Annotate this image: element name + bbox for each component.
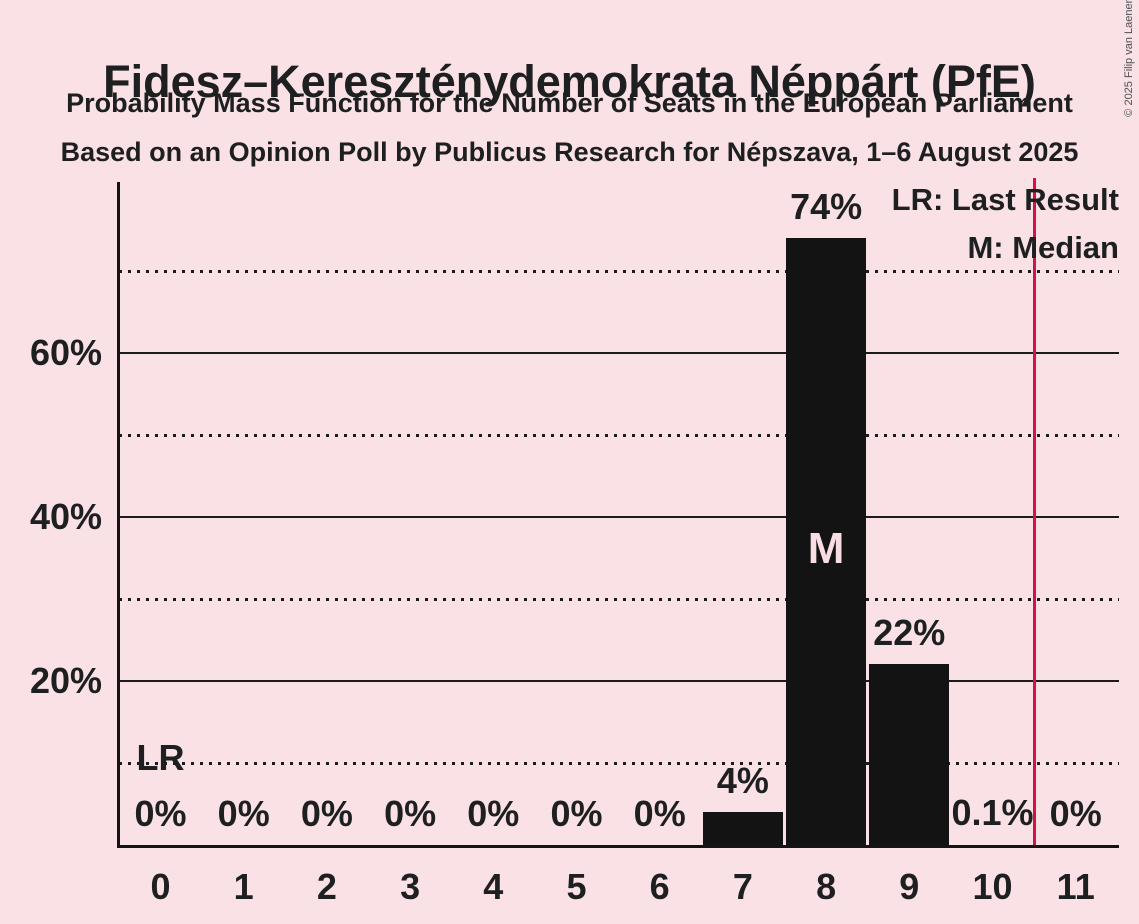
bar-value-label-4: 0% xyxy=(467,793,520,834)
x-tick-label-0: 0 xyxy=(150,866,171,907)
gridline-solid-40 xyxy=(119,515,1119,518)
bar-value-label-8: 74% xyxy=(790,185,863,227)
x-tick-label-4: 4 xyxy=(483,866,504,907)
gridline-dotted-70 xyxy=(119,269,1119,273)
x-tick-label-3: 3 xyxy=(400,866,421,907)
last-result-label: LR xyxy=(136,737,185,778)
x-tick-label-2: 2 xyxy=(316,866,337,907)
legend: LR: Last Result M: Median xyxy=(892,176,1119,272)
last-result-line xyxy=(1032,178,1036,846)
copyright-notice: © 2025 Filip van Laenen xyxy=(1123,0,1135,117)
plot-area xyxy=(119,182,1119,845)
bar-value-label-5: 0% xyxy=(550,793,603,834)
x-tick-label-7: 7 xyxy=(732,866,753,907)
gridline-dotted-50 xyxy=(119,433,1119,437)
chart-source-line: Based on an Opinion Poll by Publicus Res… xyxy=(60,137,1079,167)
legend-median-entry: M: Median xyxy=(967,230,1119,265)
bar-value-label-7: 4% xyxy=(716,760,769,802)
x-tick-label-10: 10 xyxy=(972,866,1013,907)
bar-value-label-2: 0% xyxy=(300,793,353,834)
x-tick-label-9: 9 xyxy=(899,866,920,907)
y-tick-label-60%: 60% xyxy=(29,331,102,373)
bar-seats-7 xyxy=(702,812,783,845)
x-tick-label-5: 5 xyxy=(566,866,587,907)
chart-title: Fidesz–Kereszténydemokrata Néppárt (PfE) xyxy=(103,56,1036,108)
chart-subtitle: Probability Mass Function for the Number… xyxy=(66,88,1073,118)
y-axis-line xyxy=(117,182,120,848)
gridline-dotted-30 xyxy=(119,597,1119,601)
median-marker: M xyxy=(807,524,845,573)
y-tick-label-40%: 40% xyxy=(29,495,102,537)
bar-seats-9 xyxy=(869,664,950,845)
bar-seats-8 xyxy=(786,238,867,845)
gridline-solid-20 xyxy=(119,679,1119,682)
gridline-dotted-10 xyxy=(119,761,1119,765)
y-tick-label-20%: 20% xyxy=(29,659,102,701)
legend-last-result-entry: LR: Last Result xyxy=(891,182,1119,217)
x-tick-label-11: 11 xyxy=(1056,866,1095,907)
x-axis-line xyxy=(117,845,1119,848)
x-tick-label-1: 1 xyxy=(233,866,254,907)
bar-value-label-9: 22% xyxy=(873,612,946,654)
bar-value-label-3: 0% xyxy=(384,793,437,834)
bar-value-label-10: 0.1% xyxy=(951,792,1034,834)
bar-value-label-11: 0% xyxy=(1049,793,1102,834)
gridline-solid-60 xyxy=(119,351,1119,354)
bar-value-label-1: 0% xyxy=(217,793,270,834)
x-tick-label-8: 8 xyxy=(816,866,837,907)
x-tick-label-6: 6 xyxy=(649,866,670,907)
bar-value-label-0: 0% xyxy=(134,793,187,834)
bar-value-label-6: 0% xyxy=(633,793,686,834)
